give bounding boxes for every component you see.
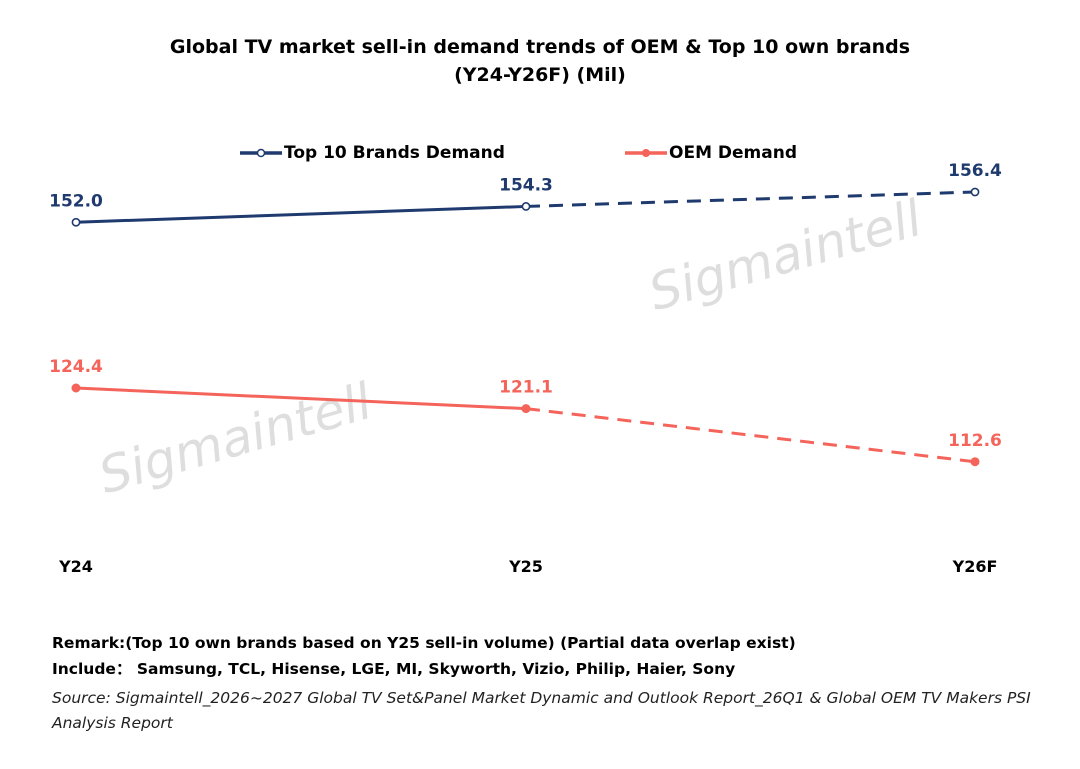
include-text: Include： Samsung, TCL, Hisense, LGE, MI,…	[52, 660, 736, 678]
chart-subtitle: (Y24-Y26F) (Mil)	[454, 64, 626, 86]
chart-title: Global TV market sell-in demand trends o…	[169, 36, 911, 58]
series-2-point-1	[71, 383, 81, 393]
series-1-data-label-1: 152.0	[49, 191, 103, 211]
legend-swatch-oem	[625, 149, 667, 157]
series-1-point-3	[970, 187, 980, 197]
series-2-data-label-2: 121.1	[499, 378, 553, 398]
series-2-data-label-3: 112.6	[948, 431, 1002, 451]
x-tick-label-3: Y26F	[952, 557, 998, 576]
series-2-point-3	[970, 457, 980, 467]
series-2-point-2	[521, 404, 531, 414]
series-2-segment-1	[75, 386, 527, 411]
legend-item-top10: Top 10 Brands Demand	[240, 142, 505, 164]
notes: Remark:(Top 10 own brands based on Y25 s…	[52, 630, 1062, 736]
series-1-data-label-3: 156.4	[948, 161, 1002, 181]
series-2-data-label-1: 124.4	[49, 357, 103, 377]
series-1-data-label-2: 154.3	[499, 175, 553, 195]
series-2-segment-2	[525, 407, 976, 464]
legend-swatch-top10	[240, 148, 282, 158]
legend-label-oem: OEM Demand	[669, 143, 797, 163]
x-tick-label-2: Y25	[508, 557, 543, 576]
line-chart: SigmaintellSigmaintell152.0154.3156.4124…	[49, 161, 1002, 576]
remark-text: Remark:(Top 10 own brands based on Y25 s…	[52, 634, 796, 652]
legend-item-oem: OEM Demand	[625, 142, 797, 164]
series-1-point-1	[71, 217, 81, 227]
series-1-segment-1	[75, 204, 527, 224]
series-1-segment-2	[525, 190, 976, 208]
series-1-point-2	[521, 202, 531, 211]
source-text: Source: Sigmaintell_2026~2027 Global TV …	[52, 689, 1031, 732]
watermark-1: Sigmaintell	[643, 189, 929, 322]
legend-label-top10: Top 10 Brands Demand	[284, 143, 505, 163]
x-tick-label-1: Y24	[58, 557, 93, 576]
